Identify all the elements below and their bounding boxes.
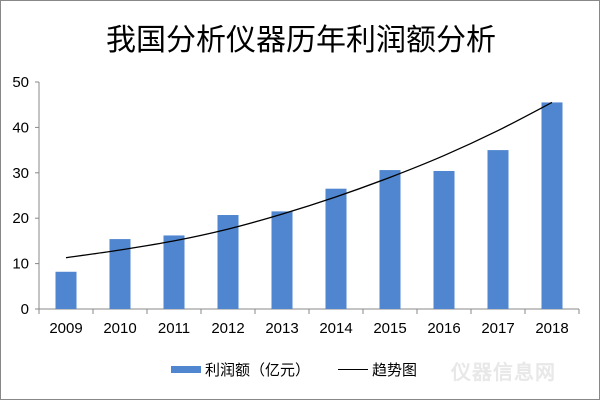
bar-2016 [433,170,455,309]
y-tick-label: 30 [12,165,29,182]
y-tick-label: 50 [12,74,29,91]
x-tick-label: 2012 [211,320,244,337]
bar-2017 [487,150,509,309]
bar-2013 [271,211,293,309]
watermark-logo: 仪器信息网 [451,360,556,384]
legend: 利润额（亿元） 趋势图 [171,359,417,380]
x-tick-label: 2009 [49,320,82,337]
x-tick-label: 2017 [481,320,514,337]
legend-swatch-line [338,369,369,370]
x-tick-label: 2013 [265,320,298,337]
y-tick-label: 20 [12,210,29,227]
x-tick-label: 2014 [319,320,352,337]
bar-2012 [217,215,239,309]
bar-2010 [109,239,131,309]
x-tick-label: 2011 [158,320,190,337]
chart-title: 我国分析仪器历年利润额分析 [106,23,496,58]
bar-2018 [541,102,563,310]
y-tick-label: 0 [21,301,29,318]
bar-2015 [379,170,401,309]
y-tick-label: 10 [12,256,29,273]
y-tick-label: 40 [12,119,29,136]
bar-2009 [55,271,77,309]
x-tick-label: 2015 [373,320,406,337]
bar-2011 [163,235,185,309]
x-tick-label: 2016 [427,320,460,337]
x-tick-label: 2010 [103,320,136,337]
bar-2014 [325,188,347,309]
x-tick-label: 2018 [535,320,568,337]
legend-label-line: 趋势图 [372,361,418,379]
legend-label-bar: 利润额（亿元） [205,361,311,379]
trend-line [65,101,553,259]
legend-swatch-bar [171,366,201,373]
